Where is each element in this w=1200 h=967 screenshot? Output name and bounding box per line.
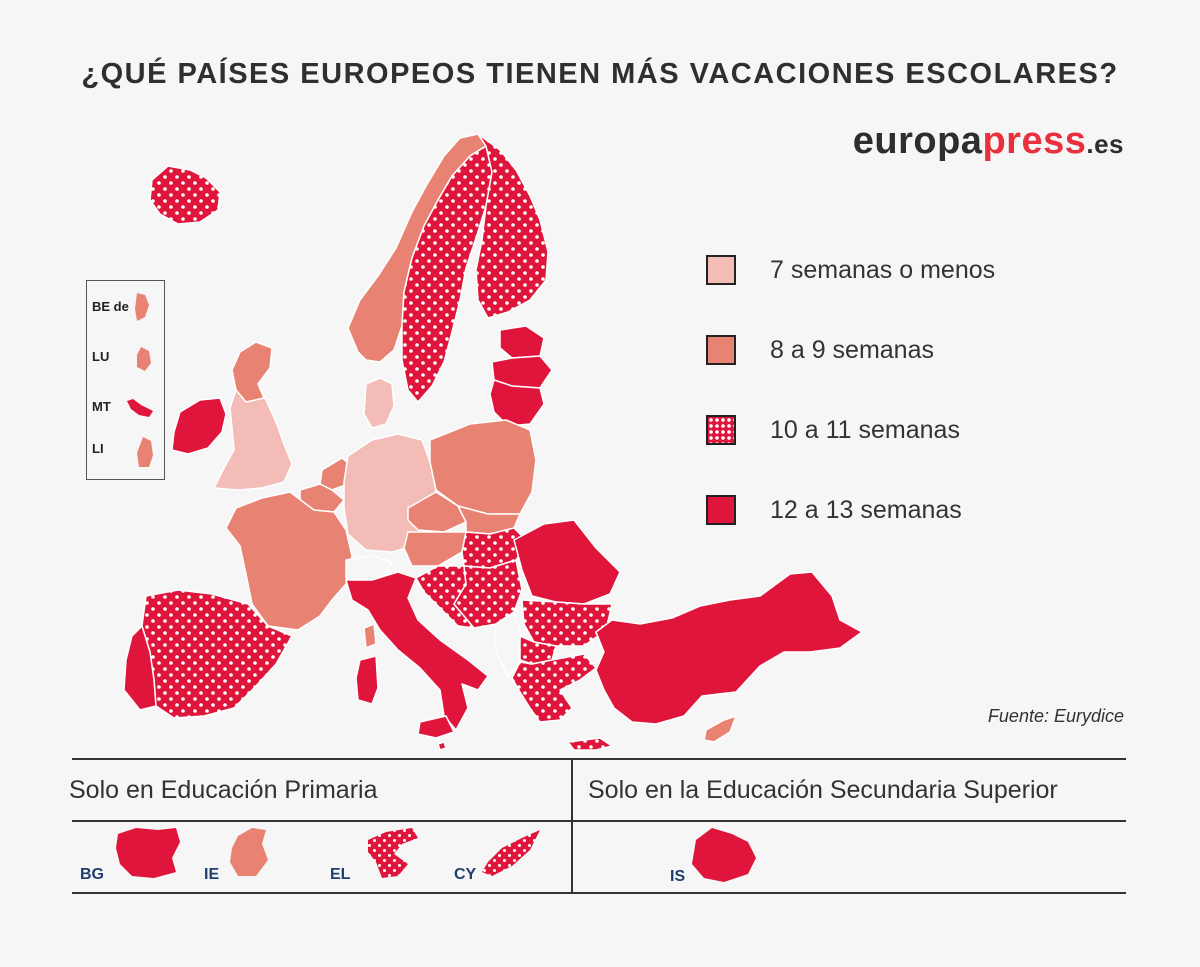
- country-iceland: [149, 165, 221, 225]
- legend-swatch-red: [706, 495, 736, 525]
- inset-shape-li: [137, 437, 153, 467]
- inset-box: BE de LU MT LI: [86, 280, 165, 480]
- country-malta: [437, 741, 447, 751]
- country-code-el: EL: [330, 866, 351, 883]
- country-cyprus: [703, 715, 737, 743]
- country-portugal: [123, 625, 157, 711]
- legend-item-red: 12 a 13 semanas: [706, 490, 995, 530]
- inset-shape-lu: [137, 347, 151, 371]
- table-bottom-rule: [72, 892, 1126, 894]
- country-sweden: [401, 145, 493, 403]
- table-top-rule: [72, 758, 1126, 760]
- legend-label: 8 a 9 semanas: [770, 335, 934, 364]
- legend-label: 12 a 13 semanas: [770, 495, 962, 524]
- inset-shape-be-de: [135, 293, 149, 321]
- legend-item-light: 7 semanas o menos: [706, 250, 995, 290]
- iceland-shape: [692, 828, 756, 882]
- country-scotland: [231, 341, 273, 403]
- legend-label: 10 a 11 semanas: [770, 415, 960, 444]
- bulgaria-shape: [116, 828, 180, 878]
- legend: 7 semanas o menos 8 a 9 semanas 10 a 11 …: [706, 250, 995, 570]
- country-austria: [403, 531, 467, 567]
- country-montenegro-albania: [493, 611, 523, 677]
- inset-label-mt: MT: [92, 399, 111, 414]
- brand-part-press: press: [982, 120, 1087, 162]
- country-turkey: [595, 571, 863, 725]
- country-code-bg: BG: [80, 866, 104, 883]
- country-code-ie: IE: [204, 866, 220, 883]
- greece-shape: [368, 828, 418, 878]
- inset-shapes: [127, 293, 153, 467]
- bottom-table: Solo en Educación Primaria Solo en la Ed…: [69, 758, 1126, 894]
- brand-part-europa: europa: [852, 120, 983, 162]
- legend-label: 7 semanas o menos: [770, 255, 996, 284]
- country-sardinia: [355, 655, 379, 705]
- country-finland: [475, 133, 549, 319]
- country-france: [225, 491, 353, 631]
- country-corsica: [363, 623, 377, 649]
- page-title: ¿QUÉ PAÍSES EUROPEOS TIENEN MÁS VACACION…: [81, 58, 1119, 90]
- legend-swatch-dotted: [706, 415, 736, 445]
- column-header-secondary: Solo en la Educación Secundaria Superior: [588, 776, 1058, 804]
- table-country-shapes: [116, 828, 756, 882]
- country-czechia: [407, 491, 467, 533]
- country-lithuania: [489, 379, 545, 427]
- country-estonia: [499, 325, 545, 359]
- cyprus-shape: [482, 830, 540, 876]
- legend-item-mid: 8 a 9 semanas: [706, 330, 995, 370]
- inset-label-lu: LU: [92, 349, 110, 364]
- table-column-divider: [571, 758, 573, 894]
- country-code-is: IS: [670, 868, 686, 885]
- brand-part-es: .es: [1086, 129, 1124, 159]
- inset-label-be-de: BE de: [92, 299, 129, 314]
- country-crete: [567, 737, 613, 751]
- country-greece: [511, 653, 597, 723]
- ireland-shape: [230, 828, 268, 876]
- country-italy: [345, 571, 489, 731]
- country-denmark: [363, 377, 395, 429]
- country-ireland: [171, 397, 227, 455]
- legend-swatch-mid: [706, 335, 736, 365]
- country-romania: [513, 519, 621, 605]
- inset-label-li: LI: [92, 441, 104, 456]
- column-header-primary: Solo en Educación Primaria: [69, 776, 378, 804]
- brand-logo: europapress.es: [853, 120, 1124, 163]
- table-mid-rule: [72, 820, 1126, 822]
- country-code-cy: CY: [454, 866, 477, 883]
- country-poland: [429, 419, 537, 515]
- country-bulgaria: [521, 599, 613, 647]
- country-sicily: [417, 715, 455, 739]
- source-note: Fuente: Eurydice: [987, 706, 1124, 726]
- inset-shape-mt: [127, 399, 153, 417]
- legend-item-dotted: 10 a 11 semanas: [706, 410, 995, 450]
- legend-swatch-light: [706, 255, 736, 285]
